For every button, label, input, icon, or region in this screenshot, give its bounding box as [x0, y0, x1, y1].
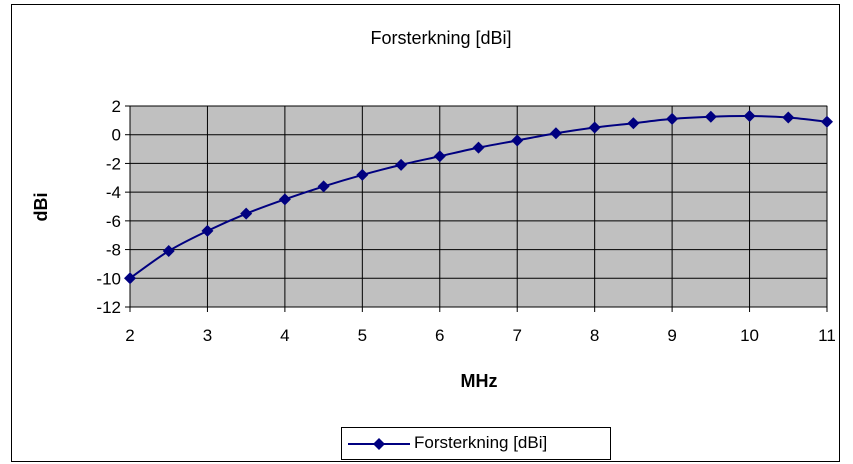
data-point-marker: [278, 193, 291, 206]
series-layer: [124, 110, 833, 285]
data-point-marker: [162, 245, 175, 258]
x-tick-label: 7: [512, 326, 521, 345]
x-tick-label: 11: [818, 326, 836, 345]
x-tick-label: 2: [125, 326, 134, 345]
data-point-marker: [511, 134, 524, 147]
data-point-marker: [201, 224, 214, 237]
x-axis-label: MHz: [461, 371, 498, 391]
data-point-marker: [782, 111, 795, 124]
y-tick-label: -8: [106, 241, 121, 260]
data-point-marker: [124, 272, 136, 285]
tick-label-layer: -12 -10 -8 -6 -4 -2 0 2 2 3 4 5 6 7 8 9 10 11: [96, 97, 835, 345]
y-tick-label: -2: [106, 154, 121, 173]
data-point-marker: [356, 168, 369, 181]
legend-series-swatch: [348, 438, 410, 450]
data-point-marker: [395, 158, 408, 171]
data-point-marker: [743, 110, 756, 123]
y-tick-label: -10: [96, 269, 121, 288]
data-point-marker: [433, 150, 446, 163]
data-point-marker: [821, 115, 833, 128]
y-tick-label: -12: [96, 298, 121, 317]
x-tick-label: 10: [740, 326, 759, 345]
y-axis-label: dBi: [31, 193, 51, 222]
legend-series-label: Forsterkning [dBi]: [414, 433, 548, 452]
y-tick-label: 0: [112, 126, 121, 145]
data-point-marker: [317, 180, 330, 193]
x-tick-label: 4: [280, 326, 289, 345]
data-point-marker: [704, 110, 717, 123]
data-point-marker: [549, 127, 562, 140]
x-tick-label: 8: [590, 326, 599, 345]
data-point-marker: [588, 121, 601, 134]
y-tick-label: -6: [106, 212, 121, 231]
data-point-marker: [666, 112, 679, 125]
legend: Forsterkning [dBi]: [341, 427, 611, 460]
x-tick-label: 5: [358, 326, 367, 345]
y-tick-label: -4: [106, 183, 121, 202]
data-point-marker: [627, 117, 640, 130]
plot-area: [129, 105, 828, 308]
chart-title: Forsterkning [dBi]: [370, 28, 511, 48]
x-tick-label: 9: [667, 326, 676, 345]
y-tick-label: 2: [112, 97, 121, 116]
data-point-marker: [472, 141, 485, 154]
x-tick-label: 3: [203, 326, 212, 345]
data-point-marker: [240, 207, 253, 220]
x-tick-label: 6: [435, 326, 444, 345]
